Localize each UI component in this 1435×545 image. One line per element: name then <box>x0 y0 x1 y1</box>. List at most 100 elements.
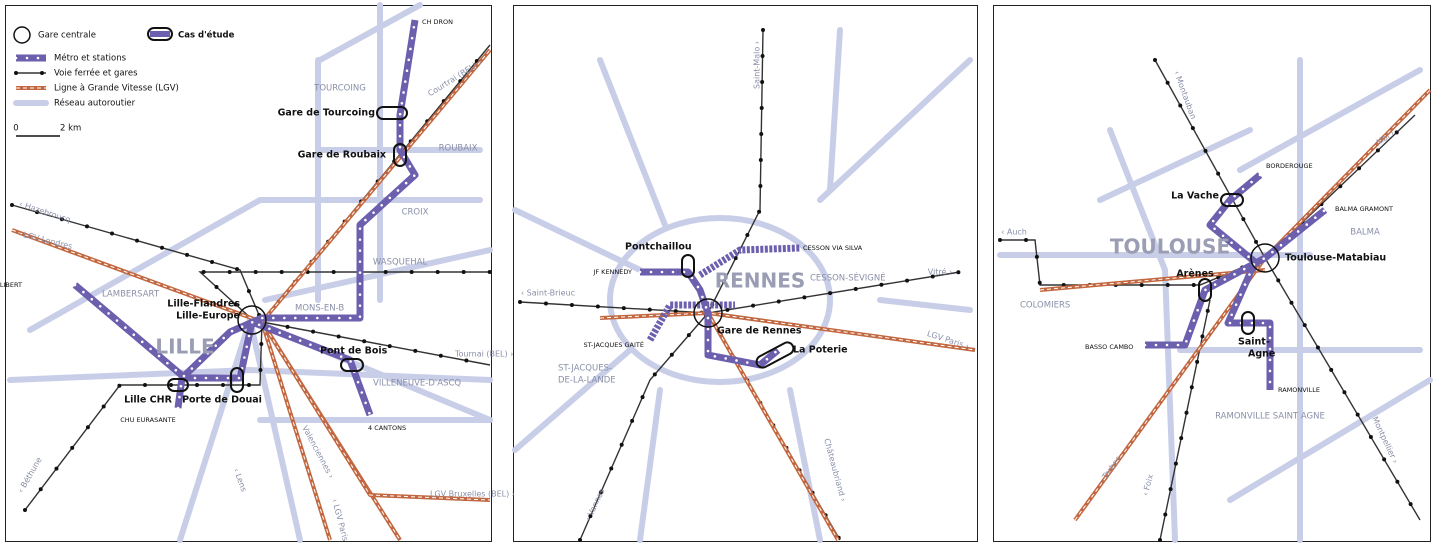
lgv-center <box>11 229 263 323</box>
dir-label: ‹ Auch <box>1001 228 1027 237</box>
stn-label: BASSO CAMBO <box>1085 343 1133 351</box>
place-label: COLOMIERS <box>1020 301 1070 311</box>
dir-label: Tournai (BEL) › <box>454 350 513 359</box>
case-label: Gare de Tourcoing <box>278 108 375 119</box>
highway <box>7 367 493 383</box>
central-station <box>237 305 267 335</box>
case-label: Gare de Roubaix <box>298 150 386 161</box>
case-label: Pontchaillou <box>625 242 692 253</box>
stn-label: JF KENNEDY <box>592 268 632 276</box>
big-label: TOULOUSE <box>1110 235 1230 259</box>
case-label: Lille-Flandres <box>167 299 240 310</box>
case-label: Lille CHR <box>124 395 172 406</box>
rail-stations <box>10 203 264 324</box>
highway <box>817 57 973 203</box>
case-label: La Poterie <box>793 345 848 356</box>
legend-central-icon <box>13 26 31 44</box>
rail-line <box>261 321 491 366</box>
case-study-marker <box>1241 311 1255 335</box>
case-study-marker <box>376 106 408 120</box>
highway <box>317 2 423 63</box>
rail-stations <box>1263 113 1417 260</box>
highway <box>247 317 303 543</box>
metro-line <box>640 268 781 369</box>
leg-label: 2 km <box>60 124 81 134</box>
case-study-marker <box>1198 278 1212 302</box>
rail-stations <box>706 28 765 315</box>
case-label: Gare de Rennes <box>717 326 802 337</box>
rail-line <box>1000 239 1266 286</box>
rail-stations <box>578 311 710 542</box>
lgv-center <box>1264 89 1431 259</box>
lgv-center <box>1074 257 1266 521</box>
metro-line <box>1206 172 1274 390</box>
stn-label: 4 CANTONS <box>368 424 406 432</box>
dir-label: Saint-Malo › <box>753 41 762 89</box>
metro-stations <box>1143 208 1327 347</box>
place-label: RAMONVILLE SAINT AGNE <box>1215 412 1325 422</box>
highway <box>1107 127 1178 543</box>
rail-line <box>1154 59 1266 259</box>
highway <box>512 347 633 453</box>
lgv-center <box>261 49 491 323</box>
place-label: ST-JACQUES- <box>558 364 612 374</box>
highway <box>27 197 483 333</box>
case-study-marker <box>755 341 795 369</box>
metro-line <box>698 244 801 278</box>
stn-label: RAMONVILLE <box>1278 386 1320 394</box>
stn-label: BALMA GRAMONT <box>1335 205 1393 213</box>
case-study-marker <box>681 254 695 278</box>
place-label: CROIX <box>402 208 429 218</box>
place-label: VILLENEUVE-D'ASCQ <box>373 379 461 389</box>
case-label: Lille-Europe <box>176 311 240 322</box>
stn-label: CH DRON <box>422 18 453 26</box>
case-label: Pont de Bois <box>320 346 388 357</box>
highway <box>1237 67 1423 173</box>
place-label: WASQUEHAL <box>373 258 428 268</box>
rail-stations <box>194 270 492 324</box>
stn-label: CESSON VIA SILVA <box>803 244 863 252</box>
dir-label: ‹ Saint-Brieuc <box>521 289 575 298</box>
legend-case-label: Cas d'étude <box>178 30 235 41</box>
highway <box>1097 127 1253 203</box>
case-study-marker <box>167 378 189 392</box>
lgv-center <box>707 312 839 541</box>
case-study-marker <box>147 27 173 41</box>
case-label: Arènes <box>1176 269 1214 280</box>
leg-label: Voie ferrée et gares <box>54 68 138 79</box>
highway <box>1227 377 1433 503</box>
highway <box>787 387 823 543</box>
lgv-center <box>261 321 491 501</box>
place-label: BALMA <box>1350 228 1380 238</box>
case-label: La Vache <box>1171 191 1219 202</box>
highway <box>827 27 843 193</box>
place-label: TOURCOING <box>313 84 366 94</box>
rail-stations <box>23 320 264 512</box>
highway <box>512 207 643 273</box>
metro-line <box>646 301 735 342</box>
case-study-marker <box>340 358 364 372</box>
central-station <box>693 298 723 328</box>
lgv-center <box>1039 269 1266 291</box>
stn-label: ST PHILIBERT <box>0 281 22 289</box>
leg-label: Ligne à Grande Vitesse (LGV) <box>54 84 179 94</box>
central-station <box>1250 243 1280 273</box>
leg-label: Réseau autoroutier <box>54 98 136 109</box>
case-study-marker <box>1220 193 1244 207</box>
case-label: Porte de Douai <box>182 395 262 406</box>
stn-label: CHU EURASANTE <box>120 416 175 424</box>
highway <box>877 297 973 313</box>
ring-road <box>607 215 833 385</box>
lgv-center <box>261 321 331 541</box>
leg-label: Métro et stations <box>54 53 127 64</box>
big-label: RENNES <box>715 269 806 293</box>
highway <box>637 387 663 543</box>
leg-label: 0 <box>13 124 18 134</box>
highway <box>597 57 668 228</box>
leg-label: Gare centrale <box>38 31 96 41</box>
big-label: LILLE <box>155 335 214 359</box>
case-label: Toulouse-Matabiau <box>1285 253 1386 264</box>
panel-rennes <box>513 5 978 542</box>
case-study-marker <box>393 143 407 167</box>
